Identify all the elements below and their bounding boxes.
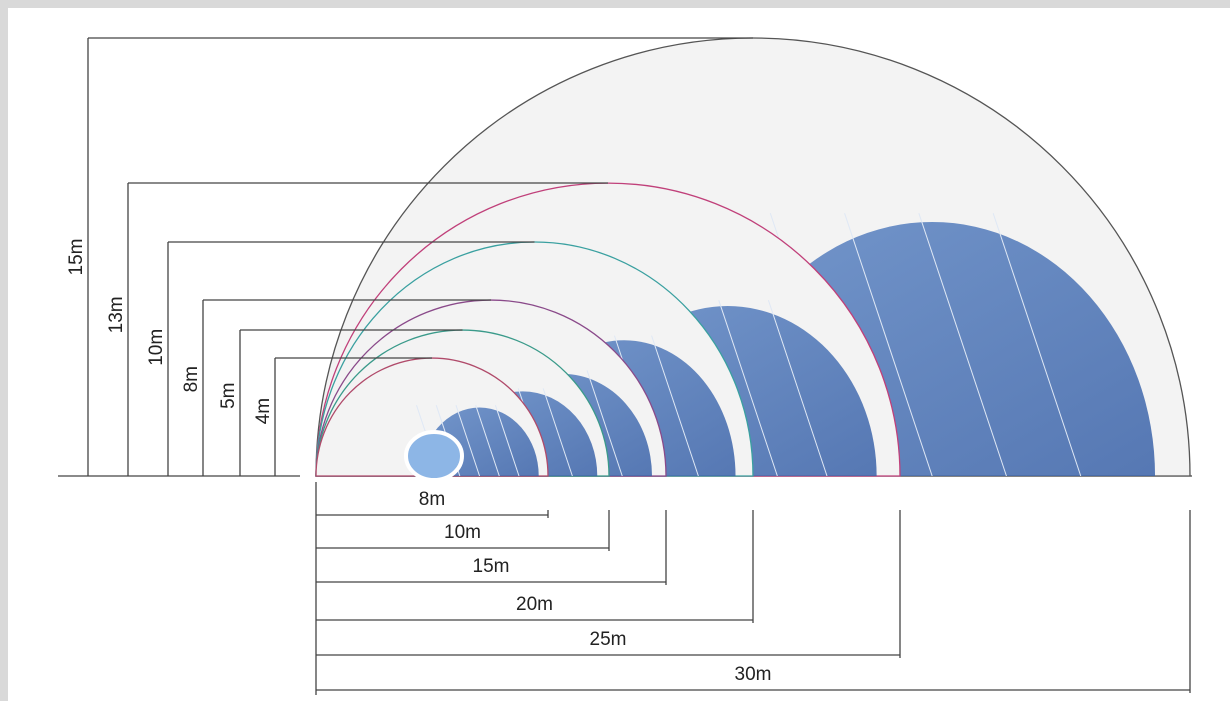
width-label: 25m: [590, 629, 627, 650]
panel-strut: [844, 213, 933, 476]
width-label: 30m: [735, 664, 772, 685]
width-label: 10m: [444, 522, 481, 543]
width-label: 15m: [473, 556, 510, 577]
height-label: 8m: [181, 366, 202, 392]
height-label: 10m: [146, 329, 167, 366]
panel-strut: [918, 213, 1007, 476]
panel-strut: [494, 405, 520, 476]
height-label: 4m: [253, 398, 274, 424]
panel-strut: [992, 213, 1082, 476]
panel-strut: [475, 405, 500, 476]
panel-strut: [455, 405, 481, 476]
panel-strut: [542, 388, 573, 476]
width-label: 20m: [516, 594, 553, 615]
width-label: 8m: [419, 489, 445, 510]
height-label: 13m: [106, 296, 127, 333]
door: [404, 430, 464, 482]
panel-strut: [586, 370, 623, 476]
height-label: 15m: [66, 239, 87, 276]
panel-strut: [718, 300, 778, 477]
height-label: 5m: [218, 382, 239, 408]
panel-strut: [651, 335, 699, 476]
panel-strut: [767, 300, 828, 477]
